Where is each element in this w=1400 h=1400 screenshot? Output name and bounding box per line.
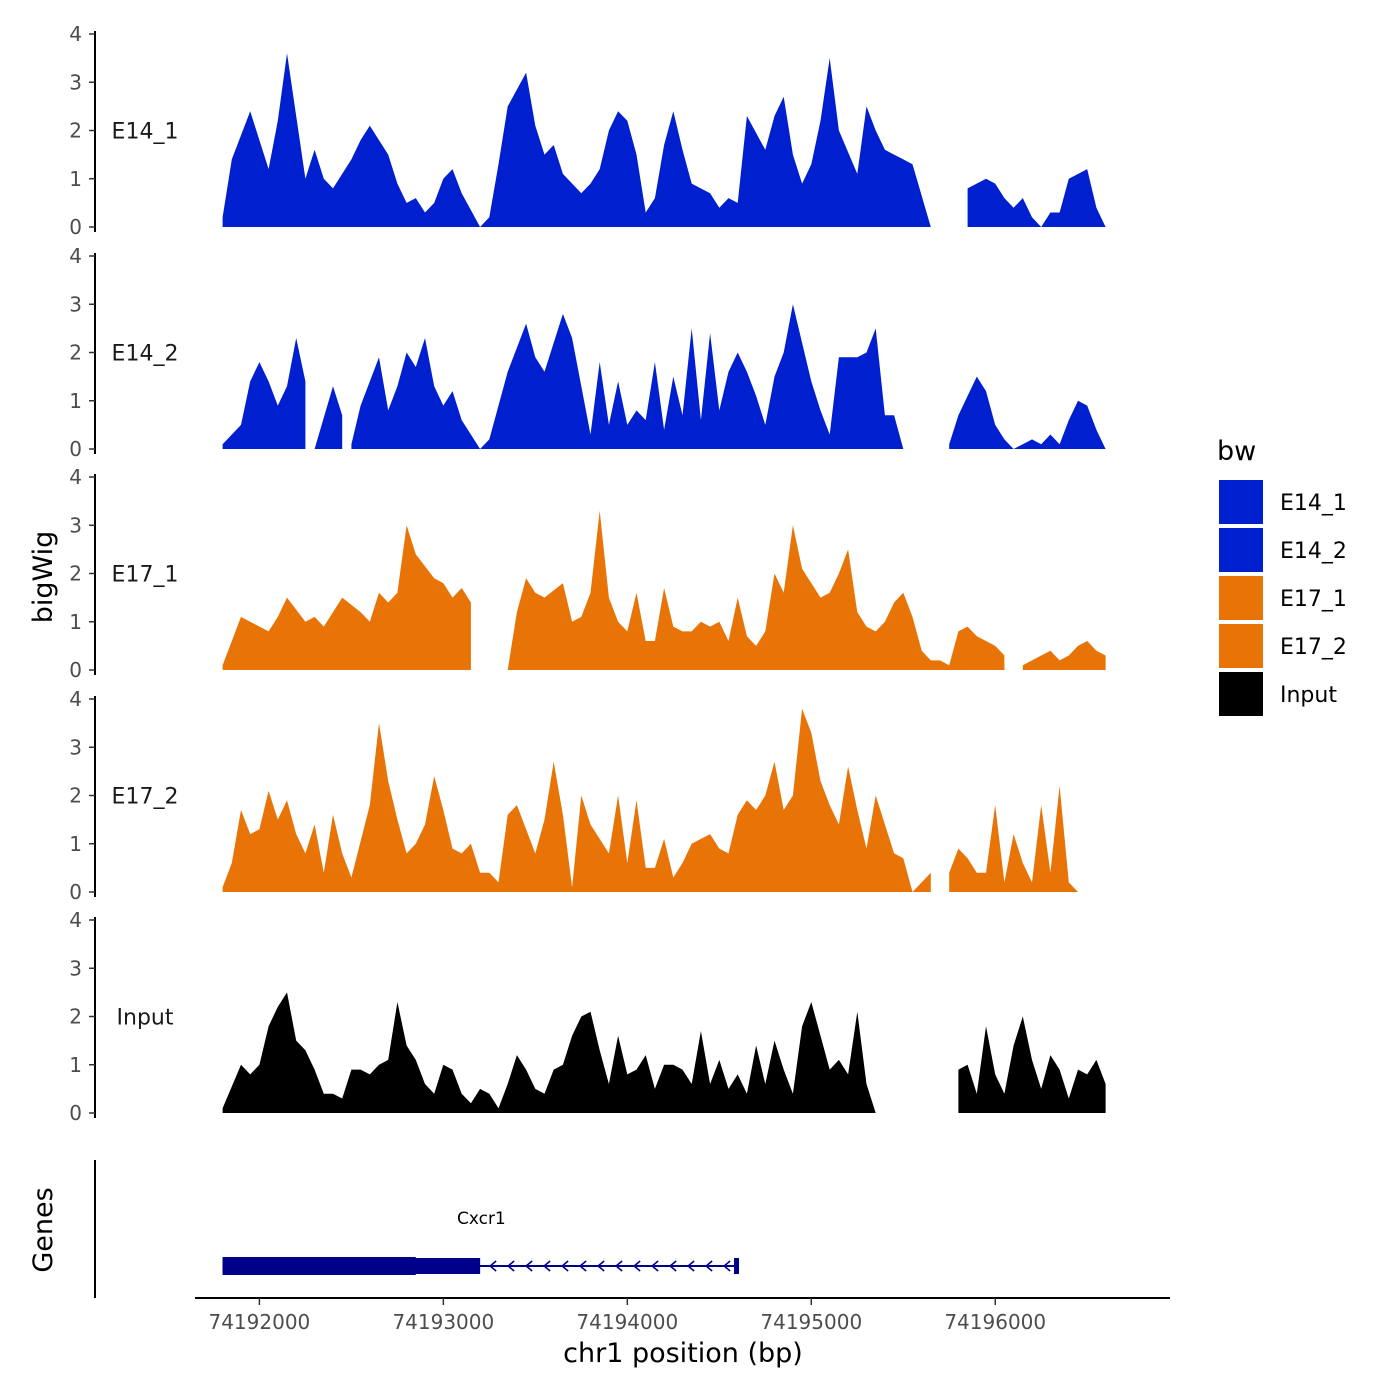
strand-arrow [614, 1260, 623, 1272]
gene-label: Cxcr1 [457, 1209, 506, 1229]
y-tick-label: 4 [69, 465, 82, 489]
genes-track: Cxcr1 [94, 1160, 740, 1298]
strand-arrow [524, 1260, 533, 1272]
strand-arrow [668, 1260, 677, 1272]
genes-track-title: Genes [28, 1187, 59, 1272]
x-tick-label: 74196000 [944, 1310, 1046, 1334]
strand-arrow [542, 1260, 551, 1272]
legend-title: bw [1217, 436, 1256, 467]
coverage-area-E17_2 [222, 708, 1106, 892]
x-axis: 74192000 74193000 74194000 74195000 74196000 [195, 1297, 1170, 1334]
gene-thick-region [222, 1257, 416, 1275]
y-tick-label: 0 [69, 880, 82, 904]
coverage-tracks: 0 1 2 3 4 E14_1 0 1 2 3 4 E14_2 0 1 2 3 4 E17_1 0 1 2 3 4 E17_2… [69, 22, 1106, 1125]
x-axis-title: chr1 position (bp) [563, 1338, 803, 1369]
x-tick-label: 74192000 [208, 1310, 310, 1334]
strand-arrow [722, 1260, 731, 1272]
y-tick-label: 3 [69, 735, 82, 759]
y-tick-label: 3 [69, 292, 82, 316]
x-tick-label: 74194000 [576, 1310, 678, 1334]
y-tick-label: 3 [69, 70, 82, 94]
track-E17_1: 0 1 2 3 4 E17_1 [69, 465, 1106, 682]
y-tick-label: 0 [69, 658, 82, 682]
track-label: E14_2 [112, 342, 179, 367]
y-tick-label: 2 [69, 784, 82, 808]
y-tick-label: 3 [69, 513, 82, 537]
track-E14_1: 0 1 2 3 4 E14_1 [69, 22, 1106, 239]
legend-label: E17_1 [1280, 587, 1347, 612]
x-tick-label: 74195000 [760, 1310, 862, 1334]
y-tick-label: 1 [69, 167, 82, 191]
legend-label: E17_2 [1280, 635, 1347, 660]
y-tick-label: 2 [69, 341, 82, 365]
gene-Cxcr1: Cxcr1 [222, 1209, 740, 1275]
legend-swatch [1219, 528, 1263, 572]
strand-arrow [488, 1260, 497, 1272]
y-tick-label: 1 [69, 610, 82, 634]
y-tick-label: 0 [69, 215, 82, 239]
track-label: Input [117, 1006, 174, 1031]
strand-arrow [596, 1260, 605, 1272]
strand-arrow [560, 1260, 569, 1272]
y-tick-label: 4 [69, 22, 82, 46]
legend-label: E14_2 [1280, 539, 1347, 564]
strand-arrow [650, 1260, 659, 1272]
y-tick-label: 2 [69, 119, 82, 143]
coverage-area-E14_1 [222, 53, 1106, 227]
y-tick-label: 4 [69, 908, 82, 932]
y-tick-label: 1 [69, 1053, 82, 1077]
legend-swatch [1219, 576, 1263, 620]
strand-arrow [704, 1260, 713, 1272]
strand-arrow [506, 1260, 515, 1272]
strand-arrow [632, 1260, 641, 1272]
y-tick-label: 0 [69, 437, 82, 461]
coverage-area-E14_2 [222, 304, 1106, 449]
y-axis-title: bigWig [28, 531, 59, 624]
strand-arrow [686, 1260, 695, 1272]
legend: bw E14_1 E14_2 E17_1 E17_2 Input [1217, 436, 1347, 716]
legend-label: Input [1280, 683, 1337, 708]
x-tick-label: 74193000 [392, 1310, 494, 1334]
y-tick-label: 2 [69, 1005, 82, 1029]
gene-exon [734, 1258, 740, 1274]
track-label: E14_1 [112, 120, 179, 145]
legend-swatch [1219, 624, 1263, 668]
y-tick-label: 2 [69, 562, 82, 586]
track-Input: 0 1 2 3 4 Input [69, 908, 1106, 1125]
y-tick-label: 3 [69, 956, 82, 980]
y-tick-label: 1 [69, 832, 82, 856]
y-tick-label: 0 [69, 1101, 82, 1125]
y-tick-label: 4 [69, 244, 82, 268]
y-tick-label: 4 [69, 687, 82, 711]
y-tick-label: 1 [69, 389, 82, 413]
legend-label: E14_1 [1280, 491, 1347, 516]
track-label: E17_2 [112, 785, 179, 810]
coverage-area-Input [222, 992, 1106, 1113]
track-label: E17_1 [112, 563, 179, 588]
strand-arrow [578, 1260, 587, 1272]
track-E17_2: 0 1 2 3 4 E17_2 [69, 687, 1106, 904]
track-E14_2: 0 1 2 3 4 E14_2 [69, 244, 1106, 461]
coverage-area-E17_1 [222, 510, 1106, 670]
legend-swatch [1219, 672, 1263, 716]
legend-swatch [1219, 480, 1263, 524]
